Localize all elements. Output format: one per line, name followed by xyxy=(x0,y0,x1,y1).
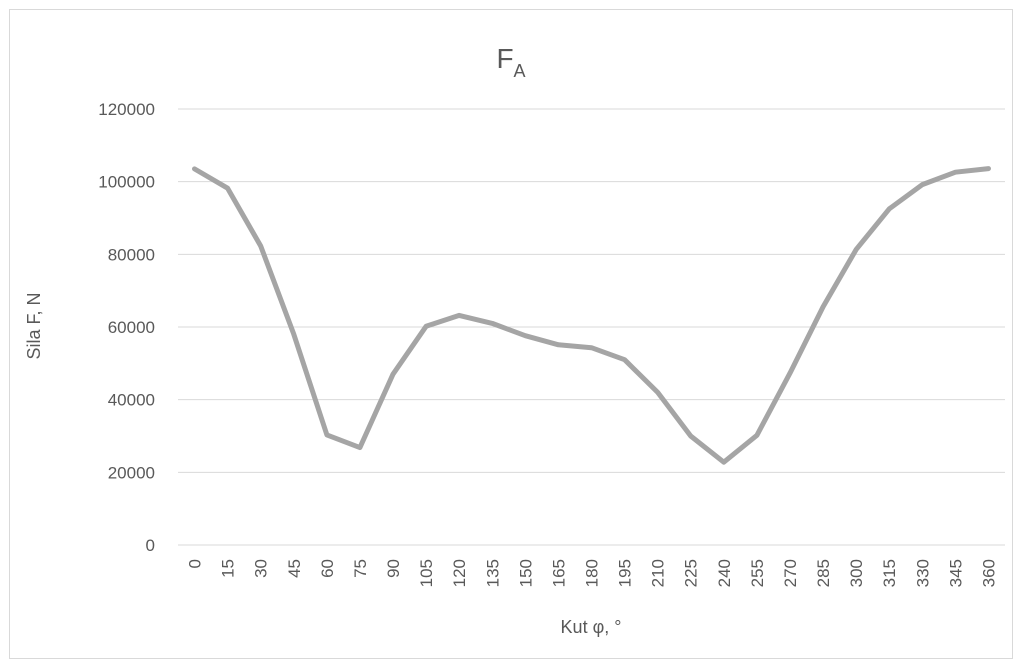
x-tick-label: 105 xyxy=(417,559,436,587)
x-tick-label: 315 xyxy=(880,559,899,587)
x-tick-label: 255 xyxy=(748,559,767,587)
x-tick-label: 45 xyxy=(285,559,304,578)
y-tick-label: 100000 xyxy=(98,173,155,192)
x-tick-label: 90 xyxy=(384,559,403,578)
y-tick-label: 0 xyxy=(146,536,155,555)
x-tick-label: 75 xyxy=(351,559,370,578)
y-tick-label: 60000 xyxy=(108,318,155,337)
x-tick-label: 0 xyxy=(186,559,205,568)
y-tick-label: 40000 xyxy=(108,391,155,410)
y-tick-labels: 0 20000 40000 60000 80000 100000 120000 xyxy=(98,100,155,555)
chart-title-subscript: A xyxy=(514,61,526,81)
series-layer xyxy=(192,166,991,465)
x-tick-label: 285 xyxy=(814,559,833,587)
x-tick-label: 30 xyxy=(252,559,271,578)
x-tick-label: 180 xyxy=(583,559,602,587)
x-axis-title: Kut φ, ° xyxy=(561,617,622,637)
gridlines xyxy=(178,108,1005,546)
x-tick-label: 360 xyxy=(979,559,998,587)
x-tick-label: 300 xyxy=(847,559,866,587)
chart-title: FA xyxy=(496,43,525,81)
series-line xyxy=(192,166,991,465)
x-tick-label: 270 xyxy=(781,559,800,587)
x-tick-label: 60 xyxy=(318,559,337,578)
y-axis-title: Sila F, N xyxy=(24,292,44,359)
x-tick-label: 135 xyxy=(483,559,502,587)
x-tick-label: 225 xyxy=(682,559,701,587)
x-tick-label: 150 xyxy=(516,559,535,587)
x-tick-label: 240 xyxy=(715,559,734,587)
x-tick-label: 195 xyxy=(616,559,635,587)
x-tick-label: 330 xyxy=(913,559,932,587)
x-tick-label: 210 xyxy=(649,559,668,587)
x-tick-label: 120 xyxy=(450,559,469,587)
x-tick-label: 345 xyxy=(946,559,965,587)
chart-area xyxy=(9,9,1013,659)
chart-title-main: F xyxy=(496,43,513,74)
x-tick-label: 15 xyxy=(219,559,238,578)
x-tick-labels: 0 15 30 45 60 75 90 105 120 135 150 165 180 195 210 225… xyxy=(186,559,999,587)
y-tick-label: 20000 xyxy=(108,463,155,482)
y-tick-label: 120000 xyxy=(98,100,155,119)
y-tick-label: 80000 xyxy=(108,245,155,264)
x-tick-label: 165 xyxy=(549,559,568,587)
